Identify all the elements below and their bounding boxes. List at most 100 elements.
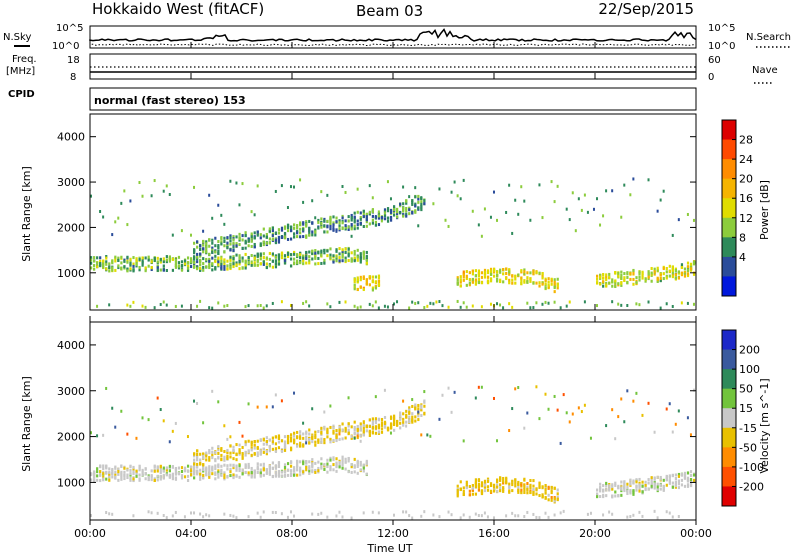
echo-cell [323, 437, 326, 441]
echo-cell [199, 475, 202, 479]
echo-cell [480, 481, 484, 485]
echo-cell [511, 407, 514, 411]
echo-cell [180, 268, 184, 272]
echo-cell [193, 249, 196, 253]
echo-cell [320, 250, 323, 254]
echo-cell [274, 259, 278, 263]
echo-cell [308, 465, 311, 469]
echo-cell [274, 466, 278, 470]
echo-cell [689, 481, 693, 485]
echo-cell [262, 510, 265, 514]
echo-cell [193, 466, 196, 470]
echo-cell [389, 423, 393, 427]
echo-cell [405, 420, 408, 424]
echo-cell [199, 248, 202, 252]
echo-cell [453, 390, 456, 394]
echo-cell [299, 460, 302, 464]
echo-cell [305, 220, 308, 224]
echo-cell [456, 278, 459, 282]
echo-cell [111, 268, 114, 272]
echo-cell [296, 253, 299, 257]
echo-cell [599, 275, 602, 279]
echo-cell [202, 515, 205, 519]
y-tick-label: 3000 [57, 176, 85, 189]
echo-cell [405, 212, 408, 216]
echo-cell [238, 267, 241, 271]
echo-cell [341, 455, 344, 459]
echo-cell [641, 413, 644, 417]
echo-cell [265, 436, 268, 440]
echo-cell [196, 449, 199, 453]
echo-cell [244, 246, 247, 250]
echo-cell [135, 258, 138, 262]
echo-cell [311, 435, 314, 439]
echo-cell [126, 432, 129, 436]
echo-cell [235, 443, 238, 447]
echo-cell [465, 483, 468, 487]
echo-cell [111, 512, 114, 516]
echo-cell [123, 189, 126, 193]
echo-cell [377, 214, 381, 218]
echo-cell [450, 410, 453, 414]
echo-cell [423, 400, 426, 404]
echo-cell [468, 493, 471, 497]
echo-cell [511, 278, 514, 282]
echo-cell [347, 219, 350, 223]
echo-cell [362, 511, 365, 515]
echo-cell [177, 266, 181, 270]
echo-cell [144, 269, 147, 273]
echo-cell [232, 245, 235, 249]
echo-cell [208, 259, 211, 263]
echo-cell [156, 474, 159, 478]
echo-cell [90, 266, 93, 270]
echo-cell [274, 262, 278, 266]
echo-cell [165, 255, 168, 259]
echo-cell [402, 214, 405, 218]
echo-cell [329, 220, 332, 224]
echo-cell [208, 467, 211, 471]
echo-cell [377, 511, 380, 515]
echo-cell [293, 261, 296, 265]
echo-cell [220, 213, 223, 217]
echo-cell [386, 305, 389, 309]
echo-cell [393, 302, 395, 306]
echo-cell [483, 268, 487, 272]
echo-cell [220, 259, 223, 263]
echo-cell [256, 445, 259, 449]
echo-cell [396, 300, 399, 304]
echo-cell [150, 469, 153, 473]
echo-cell [302, 262, 305, 266]
echo-cell [186, 265, 190, 269]
echo-cell [326, 458, 329, 462]
echo-cell [293, 469, 296, 473]
echo-cell [271, 234, 274, 238]
echo-cell [117, 470, 120, 474]
echo-cell [553, 300, 556, 304]
colorbar-tick-label: -50 [739, 441, 757, 454]
echo-cell [299, 430, 302, 434]
echo-cell [393, 513, 395, 517]
echo-cell [314, 255, 317, 259]
echo-cell [496, 277, 499, 281]
echo-cell [102, 433, 105, 437]
echo-cell [526, 482, 529, 486]
echo-cell [193, 257, 196, 261]
echo-cell [93, 256, 96, 260]
echo-cell [396, 422, 399, 426]
echo-cell [223, 244, 226, 248]
echo-cell [371, 275, 374, 279]
echo-cell [371, 280, 374, 284]
echo-cell [96, 434, 99, 438]
echo-cell [480, 385, 483, 389]
echo-cell [477, 271, 481, 275]
echo-cell [180, 229, 183, 233]
echo-cell [474, 485, 478, 489]
echo-cell [180, 466, 184, 470]
echo-cell [329, 256, 332, 260]
echo-cell [196, 255, 199, 259]
echo-cell [193, 261, 196, 265]
echo-cell [289, 433, 293, 437]
echo-cell [489, 267, 493, 271]
echo-cell [420, 200, 423, 204]
echo-cell [256, 230, 259, 234]
